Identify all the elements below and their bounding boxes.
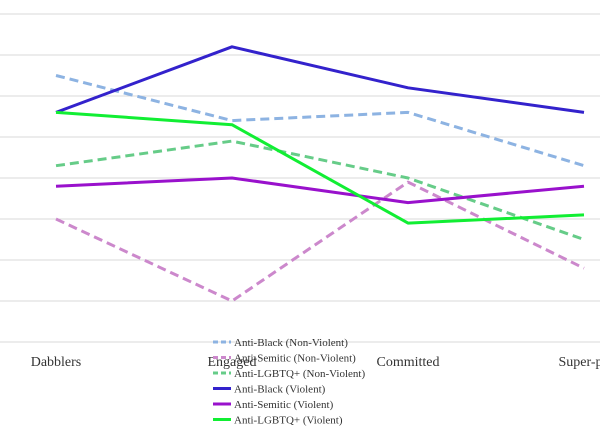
legend-label: Anti-LGBTQ+ (Non-Violent) xyxy=(234,368,365,380)
x-tick-label: Engaged xyxy=(208,355,257,370)
legend: Anti-Black (Non-Violent) Anti-Semitic (No… xyxy=(213,337,365,427)
series-line-3 xyxy=(55,45,585,114)
series-line-0 xyxy=(55,74,585,168)
x-tick-label: Dabblers xyxy=(31,355,82,370)
legend-label: Anti-Semitic (Non-Violent) xyxy=(234,353,356,365)
x-axis-tick-labels: Dabblers Engaged Committed Super-po xyxy=(31,355,600,370)
legend-label: Anti-Black (Violent) xyxy=(234,384,326,396)
legend-label: Anti-Black (Non-Violent) xyxy=(234,337,348,349)
legend-label: Anti-Semitic (Violent) xyxy=(234,399,334,411)
x-tick-label: Committed xyxy=(377,355,440,370)
series-lines xyxy=(55,45,585,303)
series-line-1 xyxy=(55,180,585,303)
x-tick-label: Super-po xyxy=(558,355,600,370)
series-line-2 xyxy=(55,139,585,241)
series-line-5 xyxy=(55,110,585,225)
legend-label: Anti-LGBTQ+ (Violent) xyxy=(234,415,343,427)
series-line-4 xyxy=(55,176,585,205)
